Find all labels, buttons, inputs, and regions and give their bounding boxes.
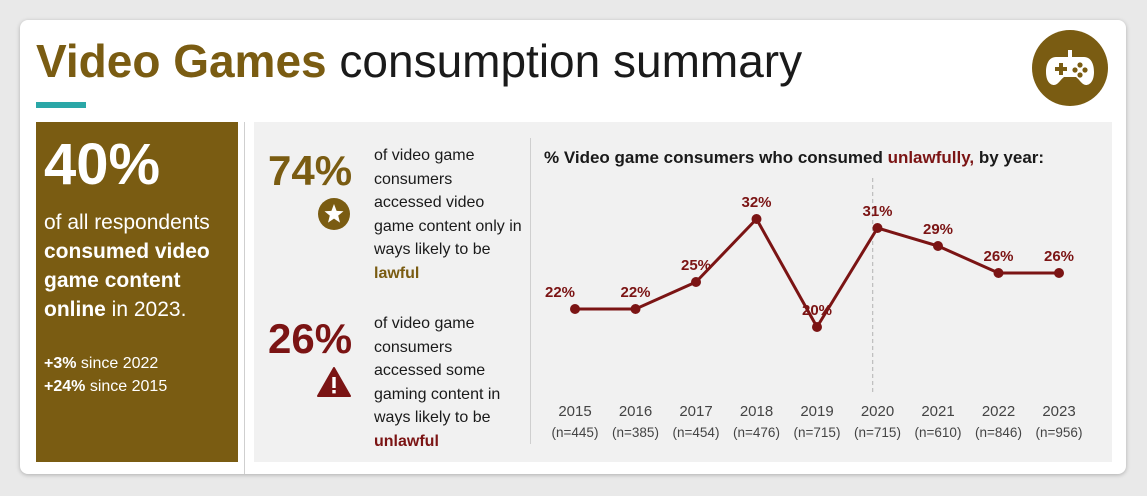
x-tick-label-2018: 2018 [740,403,773,420]
lawful-percent: 74% [268,147,353,194]
data-point-2022 [993,268,1004,278]
x-sample-size-2019: (n=715) [794,425,841,440]
change-1-value: +3% [44,355,77,372]
gamepad-logo [1032,30,1108,106]
data-point-2015 [570,304,580,314]
x-tick-label-2016: 2016 [619,403,652,420]
x-tick-label-2023: 2023 [1042,403,1075,420]
chart-title: % Video game consumers who consumed unla… [544,148,1044,168]
headline-description: of all respondents consumed video game c… [44,208,238,324]
data-point-2019 [812,322,822,332]
unlawful-highlight: unlawful [374,432,439,450]
stats-chart-divider [530,138,531,444]
x-sample-size-2018: (n=476) [733,425,780,440]
unlawful-text: of video game consumers accessed some ga… [374,315,501,426]
x-sample-size-2021: (n=610) [915,425,962,440]
data-point-2023 [1054,268,1064,278]
unlawful-description: of video game consumers accessed some ga… [374,312,524,453]
headline-text-2: in 2023. [105,298,187,321]
chart-title-prefix: % Video game consumers who consumed [544,148,888,167]
summary-card: Video Games consumption summary 40% of a… [20,20,1126,474]
lawful-text: of video game consumers accessed video g… [374,147,522,258]
star-badge-icon [318,198,350,230]
chart-title-suffix: by year: [974,148,1045,167]
data-label-2018: 32% [741,194,771,211]
page-title-rest: consumption summary [326,35,803,87]
warning-icon [317,367,351,397]
data-label-2016: 22% [620,284,650,301]
change-1-label: since 2022 [76,355,159,372]
data-label-2020: 31% [862,203,892,220]
details-panel: 74% of video game consumers accessed vid… [254,122,1112,462]
data-point-2021 [933,241,943,251]
x-tick-label-2017: 2017 [679,403,712,420]
page-title-accent: Video Games [36,35,327,87]
x-sample-size-2023: (n=956) [1036,425,1083,440]
change-2-value: +24% [44,378,86,395]
headline-changes: +3% since 2022 +24% since 2015 [44,352,167,398]
x-tick-label-2015: 2015 [558,403,591,420]
data-label-2022: 26% [983,248,1013,265]
data-label-2017: 25% [681,257,711,274]
data-label-2021: 29% [923,221,953,238]
x-sample-size-2015: (n=445) [552,425,599,440]
headline-percent: 40% [44,132,161,197]
x-sample-size-2017: (n=454) [673,425,720,440]
change-since-2022: +3% since 2022 [44,352,167,375]
lawful-highlight: lawful [374,264,420,282]
data-label-2019: 20% [802,302,832,319]
data-point-2018 [751,214,762,224]
change-since-2015: +24% since 2015 [44,375,167,398]
lawful-description: of video game consumers accessed video g… [374,144,524,285]
x-tick-label-2022: 2022 [982,403,1015,420]
page-title: Video Games consumption summary [36,36,802,87]
x-tick-label-2019: 2019 [800,403,833,420]
change-2-label: since 2015 [85,378,168,395]
data-label-2023: 26% [1044,248,1074,265]
data-point-2016 [630,304,641,314]
x-tick-label-2020: 2020 [861,403,894,420]
data-label-2015: 22% [545,284,575,301]
gamepad-icon [1046,50,1094,85]
x-sample-size-2022: (n=846) [975,425,1022,440]
data-point-2017 [691,277,701,287]
data-point-2020 [872,223,883,233]
headline-stat-panel: 40% of all respondents consumed video ga… [36,122,238,462]
title-underline [36,102,86,108]
x-sample-size-2016: (n=385) [612,425,659,440]
headline-text-1: of all respondents [44,211,210,234]
headline-text-bold: consumed video game content online [44,240,210,321]
chart-title-highlight: unlawfully, [887,148,975,167]
unlawful-percent: 26% [268,315,353,362]
line-chart: 22% 2015 (n=445) 22% 2016 (n=385) 25% 2017 (n=45… [545,178,1083,440]
x-tick-label-2021: 2021 [921,403,954,420]
x-sample-size-2020: (n=715) [854,425,901,440]
panel-separator [244,122,245,474]
